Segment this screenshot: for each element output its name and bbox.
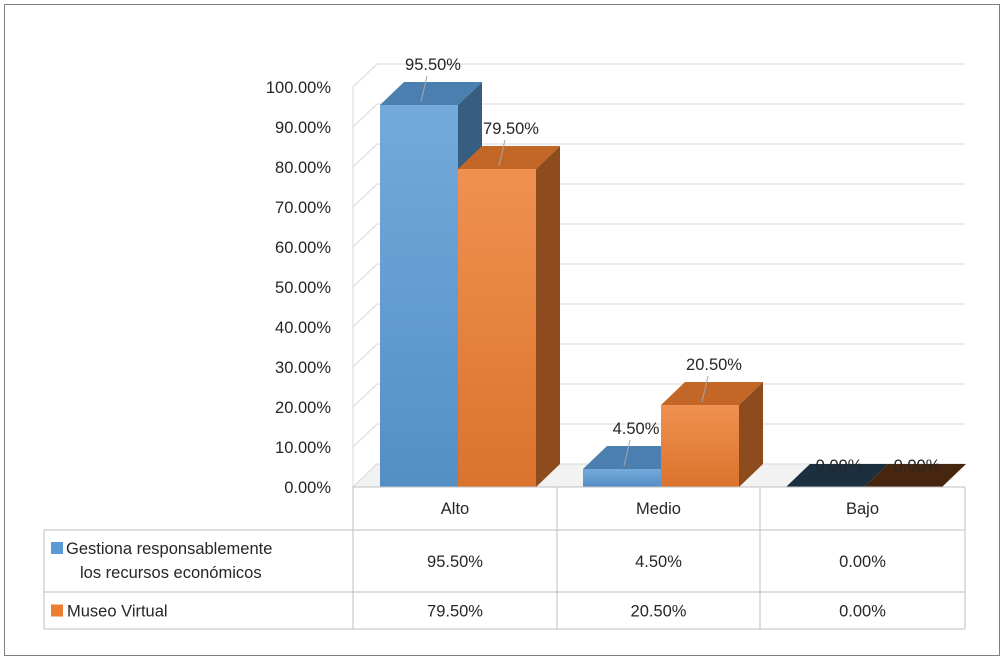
side-gridline [352,383,378,408]
bar-top [380,82,482,105]
bar-side [536,146,560,487]
y-tick-label: 40.00% [275,319,331,337]
side-gridline [352,303,378,328]
y-tick-label: 20.00% [275,399,331,417]
data-label: 4.50% [613,420,660,438]
side-gridline [352,143,378,168]
bars: 95.50% 79.50% 4.50% 20.50% 0.00% 0.00% [380,56,966,487]
data-label-leader [623,439,631,467]
bar-bajo-series-1: 0.00% [786,457,888,487]
y-tick-label: 60.00% [275,239,331,257]
y-tick-label: 0.00% [284,479,331,497]
side-gridline [352,183,378,208]
y-tick-label: 10.00% [275,439,331,457]
side-gridline [352,103,378,128]
bar-front [458,169,536,487]
bar-alto-series-2: 79.50% [458,120,560,487]
data-label-leader [420,75,428,103]
bar-top [864,464,966,487]
bar-side [739,382,763,487]
table-cell-value: 0.00% [839,553,886,571]
y-tick-label: 70.00% [275,199,331,217]
y-tick-label: 30.00% [275,359,331,377]
bar-front [380,105,458,487]
bar-front [583,469,661,487]
data-label: 0.00% [816,457,863,475]
side-gridline [352,423,378,448]
bar-front [661,405,739,487]
y-axis-ticks: 0.00% 10.00% 20.00% 30.00% 40.00% 50.00% 60.00… [266,79,331,497]
y-tick-label: 50.00% [275,279,331,297]
bar-bajo-series-2: 0.00% [864,457,966,487]
table-cell-value: 4.50% [635,553,682,571]
y-tick-label: 80.00% [275,159,331,177]
x-category-label: Alto [441,500,469,518]
data-label: 79.50% [483,120,539,138]
side-gridline [352,263,378,288]
side-gridline [352,63,378,88]
side-gridline [352,343,378,368]
chart-frame [4,4,1000,656]
bar-top [661,382,763,405]
legend-entry-line: Gestiona responsablemente [66,540,272,558]
x-category-label: Medio [636,500,681,518]
legend-entry: Museo Virtual [67,603,168,621]
table-cell-value: 95.50% [427,553,483,571]
y-tick-label: 90.00% [275,119,331,137]
data-label-leader [498,139,506,167]
table-cell-value: 79.50% [427,603,483,621]
side-gridline [352,223,378,248]
bar-top [458,146,560,169]
y-tick-label: 100.00% [266,79,331,97]
table-cell-value: 20.50% [631,603,687,621]
bar-medio-series-2: 20.50% [661,356,763,487]
data-label: 95.50% [405,56,461,74]
bar-alto-series-1: 95.50% [380,56,482,487]
legend-entry-line: Museo Virtual [67,603,168,621]
legend-key [51,542,63,554]
table-cell-value: 0.00% [839,603,886,621]
bar-top [583,446,685,469]
data-label-leader [701,375,709,403]
legend-entry: Gestiona responsablemente los recursos ec… [66,540,272,582]
x-category-label: Bajo [846,500,879,518]
data-label: 20.50% [686,356,742,374]
data-table: Alto Medio Bajo Gestiona responsablemente lo… [43,486,966,630]
bar-top [786,464,888,487]
data-label: 0.00% [894,457,941,475]
legend-key [51,604,63,617]
legend-entry-line: los recursos económicos [80,564,262,582]
